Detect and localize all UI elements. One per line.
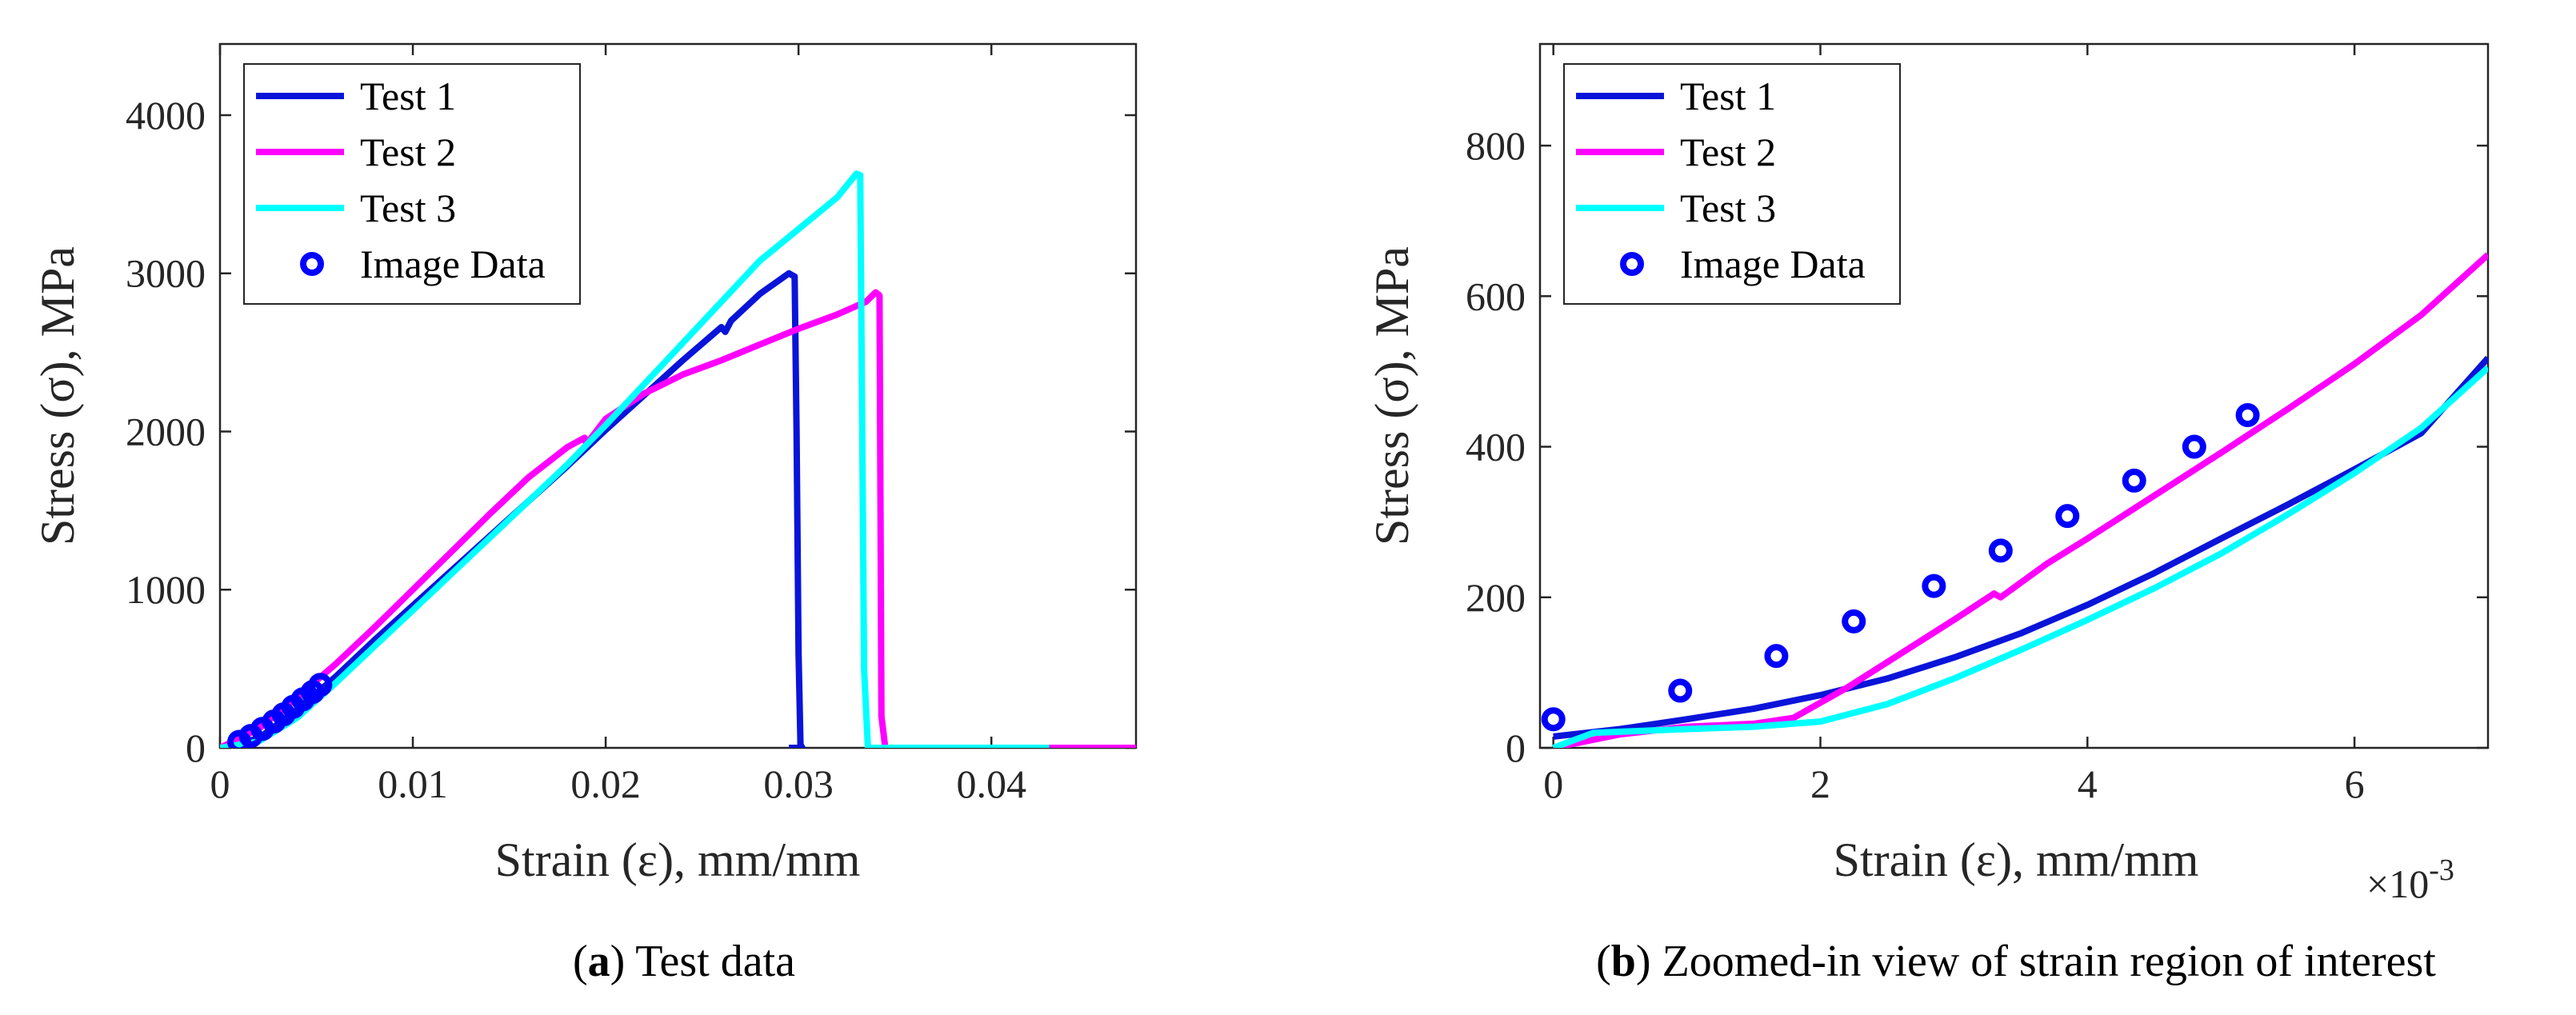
panel-b-x-axis-label: Strain (ε), mm/mm: [1834, 833, 2199, 886]
series-layer: [220, 170, 1136, 748]
x-tick-label: 0.03: [763, 761, 834, 806]
y-tick-label: 400: [1466, 425, 1526, 470]
panel-a-caption: (a) Test data: [573, 937, 795, 986]
image-data-point: [2182, 434, 2206, 459]
panel-a: 0 0.01 0.02 0.03 0.04 0 1000 2000 3000 4000 Strai…: [31, 42, 1138, 986]
panel-a-tick-labels: 0 0.01 0.02 0.03 0.04 0 1000 2000 3000 4000: [126, 93, 1026, 806]
y-tick-label: 800: [1466, 123, 1526, 168]
image-data-point: [1668, 678, 1693, 703]
panel-a-y-axis-label: Stress (σ), MPa: [31, 246, 84, 545]
panel-b-caption-close-paren: ): [1636, 937, 1662, 986]
image-data-point: [1842, 609, 1866, 633]
y-tick-label: 1000: [126, 567, 206, 612]
y-tick-label: 200: [1466, 575, 1526, 620]
y-tick-label: 600: [1466, 274, 1526, 318]
panel-b-caption-letter: b: [1611, 937, 1636, 986]
legend-swatch-image-data: [1620, 252, 1644, 276]
x-tick-label: 0.01: [378, 761, 448, 806]
test-3-line: [1552, 365, 2488, 748]
panel-a-caption-text: Test data: [635, 937, 795, 986]
y-tick-label: 0: [1506, 725, 1526, 770]
panel-a-caption-open-paren: (: [573, 937, 588, 986]
x-tick-label: 2: [1810, 761, 1830, 806]
legend-label-test-3: Test 3: [1680, 186, 1776, 230]
test-2-line: [1552, 252, 2488, 748]
series-layer: [1541, 252, 2488, 748]
panel-b-exponent-power: -3: [2429, 853, 2454, 887]
panel-b-tick-labels: 0 2 4 6 0 200 400 600 800: [1466, 123, 2365, 806]
panel-b-caption-text: Zoomed-in view of strain region of inter…: [1662, 937, 2437, 986]
test-1-line: [220, 270, 806, 748]
panel-b-exponent-base: ×10: [2366, 861, 2429, 906]
image-data-point: [2055, 504, 2080, 529]
test-1-line: [1553, 355, 2488, 740]
legend-label-test-1: Test 1: [1680, 74, 1776, 118]
y-tick-label: 4000: [126, 93, 206, 138]
y-tick-label: 0: [186, 725, 206, 770]
panel-b: 0 2 4 6 0 200 400 600 800 Strain (ε), mm/mm Stre…: [1366, 42, 2490, 986]
panel-b-y-axis-label: Stress (σ), MPa: [1366, 246, 1418, 545]
x-tick-label: 0.02: [570, 761, 641, 806]
panel-b-plot-area: [1538, 42, 2490, 749]
image-data-point: [2235, 403, 2260, 427]
panel-b-caption-open-paren: (: [1596, 937, 1611, 986]
legend-label-test-1: Test 1: [360, 74, 456, 118]
legend-label-test-3: Test 3: [360, 186, 456, 230]
x-tick-label: 0.04: [956, 761, 1026, 806]
panel-a-plot-area: [218, 42, 1138, 749]
legend-label-test-2: Test 2: [360, 130, 456, 174]
x-tick-label: 4: [2078, 761, 2098, 806]
image-data-point: [308, 673, 333, 697]
panel-b-ticks: [1540, 44, 2488, 749]
test-3-line: [220, 170, 1050, 748]
x-tick-label: 0: [1543, 761, 1563, 806]
x-tick-label: 0: [210, 761, 230, 806]
panel-a-x-axis-label: Strain (ε), mm/mm: [495, 833, 861, 886]
panel-a-series: [220, 170, 1136, 748]
panel-b-legend: Test 1 Test 2 Test 3 Image Data: [1563, 63, 1901, 305]
y-tick-label: 3000: [126, 251, 206, 296]
legend-label-image-data: Image Data: [1680, 242, 1866, 286]
image-data-point: [1764, 644, 1789, 669]
image-data-point: [1922, 573, 1946, 598]
y-tick-label: 2000: [126, 409, 206, 454]
panel-b-series: [1541, 252, 2488, 748]
panel-a-caption-close-paren: ): [610, 937, 636, 986]
panel-b-caption: (b) Zoomed-in view of strain region of i…: [1596, 937, 2436, 986]
legend-label-test-2: Test 2: [1680, 130, 1776, 174]
x-tick-label: 6: [2345, 761, 2365, 806]
image-data-point: [1988, 538, 2013, 563]
legend-label-image-data: Image Data: [360, 242, 546, 286]
image-data-point: [2122, 468, 2146, 493]
image-data-point: [1541, 707, 1566, 732]
panel-a-caption-letter: a: [588, 937, 610, 986]
panel-a-legend: Test 1 Test 2 Test 3 Image Data: [243, 63, 581, 305]
panel-b-x-exponent: ×10-3: [2366, 853, 2454, 906]
legend-swatch-image-data: [300, 252, 324, 276]
